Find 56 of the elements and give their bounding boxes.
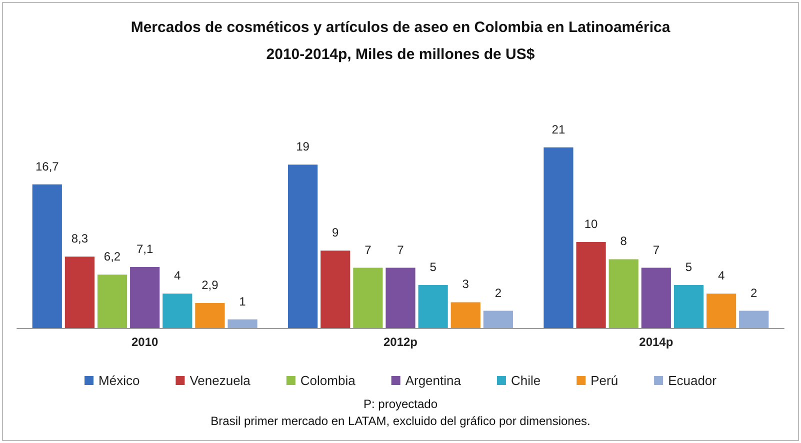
bar — [386, 268, 416, 328]
data-label: 4 — [718, 268, 725, 283]
data-label: 2 — [750, 286, 758, 300]
data-label: 3 — [462, 277, 470, 292]
bar — [195, 303, 225, 328]
data-label: 19 — [296, 140, 310, 154]
data-label: 10 — [584, 217, 598, 231]
bar — [130, 266, 160, 328]
data-label: 2 — [494, 286, 502, 300]
data-label: 8 — [620, 234, 628, 248]
data-label: 16,7 — [35, 159, 60, 174]
data-label: 9 — [332, 226, 340, 240]
bar — [288, 164, 318, 328]
bar — [97, 274, 128, 328]
bar — [576, 242, 606, 328]
bar — [353, 268, 383, 328]
data-label: 4 — [174, 268, 182, 283]
legend-label: Colombia — [300, 373, 356, 388]
x-tick-label: 2010 — [131, 335, 159, 349]
legend-label: Chile — [510, 373, 541, 388]
data-label: 7,1 — [136, 242, 154, 256]
text: Brasil primer mercado en LATAM, excluido del gráfico por dimensiones. — [210, 414, 590, 428]
legend-label: Venezuela — [190, 373, 252, 388]
bar — [608, 259, 638, 328]
data-label: 5 — [685, 260, 692, 274]
data-label: 7 — [364, 242, 372, 257]
legend-label: México — [98, 373, 140, 388]
bar — [162, 294, 192, 328]
data-label: 21 — [552, 122, 566, 136]
bar — [641, 268, 671, 328]
bar — [544, 147, 574, 328]
bar — [739, 310, 769, 328]
data-label: 8,3 — [71, 232, 88, 246]
data-label: 6,2 — [104, 250, 121, 264]
legend-label: Ecuador — [668, 373, 718, 388]
data-label: 7 — [652, 242, 660, 257]
data-label: 1 — [239, 294, 246, 308]
chart-subtitle: 2010-2014p, Miles de millones de US$ — [266, 46, 536, 63]
bar — [64, 256, 95, 328]
bar — [483, 310, 513, 328]
bar — [320, 250, 350, 328]
legend-label: Argentina — [405, 373, 462, 388]
bar — [706, 294, 736, 328]
bar — [228, 319, 258, 328]
x-tick-label: 2014p — [639, 335, 674, 349]
text: P: proyectado — [363, 397, 438, 411]
data-label: 2,9 — [202, 278, 219, 292]
x-tick-label: 2012p — [383, 335, 418, 349]
data-label: 5 — [430, 260, 437, 274]
legend-label: Perú — [590, 373, 618, 388]
bar — [32, 184, 62, 328]
data-label: 7 — [397, 242, 404, 257]
bar — [450, 302, 480, 328]
bar — [418, 285, 448, 328]
bar — [674, 285, 704, 328]
chart-title: Mercados de cosméticos y artículos de aseo en Colombia en Latinoamérica — [130, 19, 671, 36]
